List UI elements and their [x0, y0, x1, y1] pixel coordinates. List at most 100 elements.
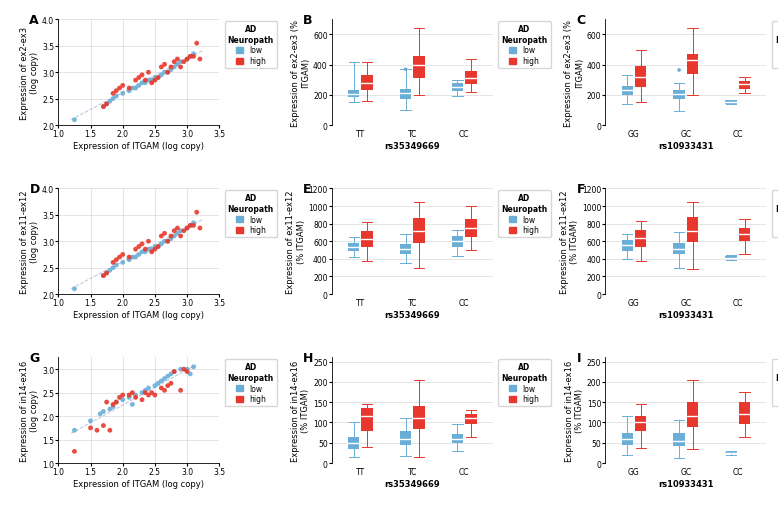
Point: [184, 222, 197, 230]
Point: [84, 424, 96, 432]
Bar: [635, 231, 647, 247]
Point: [177, 227, 190, 235]
Point: [97, 103, 110, 111]
Point: [149, 391, 161, 400]
Point: [123, 253, 135, 262]
Point: [97, 421, 110, 430]
Point: [177, 59, 190, 67]
Point: [162, 238, 174, 246]
Point: [162, 238, 174, 246]
Point: [158, 69, 170, 77]
Point: [114, 393, 126, 402]
Point: [155, 384, 167, 392]
Bar: [362, 231, 373, 248]
Point: [155, 377, 167, 385]
Point: [177, 365, 190, 374]
Y-axis label: Expression of in14-ex16
(log copy): Expression of in14-ex16 (log copy): [20, 360, 39, 461]
Legend: low, high: low, high: [225, 22, 277, 69]
Point: [194, 224, 206, 233]
Point: [155, 233, 167, 241]
Point: [139, 389, 152, 397]
Point: [107, 259, 119, 267]
Point: [129, 85, 142, 93]
Bar: [687, 402, 699, 427]
Point: [168, 59, 180, 67]
X-axis label: rs10933431: rs10933431: [658, 479, 713, 488]
Point: [174, 233, 187, 241]
Point: [187, 222, 200, 230]
Legend: low, high: low, high: [225, 359, 277, 407]
Point: [191, 40, 203, 48]
Point: [165, 235, 177, 243]
Point: [97, 272, 110, 280]
Point: [107, 401, 119, 409]
X-axis label: Expression of ITGAM (log copy): Expression of ITGAM (log copy): [73, 310, 205, 319]
Bar: [674, 243, 685, 255]
Bar: [413, 57, 425, 79]
Bar: [413, 219, 425, 243]
Point: [180, 56, 193, 64]
Point: [180, 56, 193, 64]
Point: [184, 53, 197, 62]
Bar: [465, 72, 477, 85]
Point: [145, 246, 158, 254]
Point: [162, 382, 174, 390]
Point: [100, 269, 113, 277]
Bar: [400, 90, 412, 99]
Point: [94, 410, 107, 418]
Point: [126, 85, 138, 93]
Bar: [413, 406, 425, 429]
Point: [191, 209, 203, 217]
Point: [129, 246, 142, 254]
X-axis label: rs35349669: rs35349669: [384, 479, 440, 488]
Point: [171, 56, 184, 64]
Point: [126, 401, 138, 409]
Point: [187, 219, 200, 228]
Bar: [348, 437, 359, 449]
Point: [145, 79, 158, 88]
Bar: [687, 55, 699, 75]
Point: [174, 386, 187, 394]
Point: [91, 427, 103, 435]
Point: [110, 256, 122, 264]
Bar: [452, 237, 463, 248]
Point: [114, 253, 126, 262]
Bar: [725, 101, 737, 105]
X-axis label: rs10933431: rs10933431: [658, 310, 713, 319]
Bar: [635, 67, 647, 88]
Bar: [725, 256, 737, 260]
Point: [165, 66, 177, 74]
Point: [142, 391, 155, 400]
Bar: [622, 87, 633, 96]
Y-axis label: Expression of ex2-ex3
(log copy): Expression of ex2-ex3 (log copy): [20, 26, 39, 120]
Point: [136, 389, 149, 397]
X-axis label: rs35349669: rs35349669: [384, 310, 440, 319]
Point: [139, 77, 152, 85]
Point: [129, 253, 142, 262]
Legend: low, high: low, high: [225, 191, 277, 238]
Point: [180, 224, 193, 233]
Bar: [465, 220, 477, 237]
Point: [149, 382, 161, 390]
Point: [136, 396, 149, 404]
Point: [139, 246, 152, 254]
Point: [171, 230, 184, 238]
Point: [114, 85, 126, 93]
Point: [673, 67, 685, 75]
Legend: low, high: low, high: [498, 191, 551, 238]
Point: [155, 240, 167, 248]
Point: [129, 391, 142, 400]
Bar: [400, 431, 412, 445]
X-axis label: rs10933431: rs10933431: [658, 142, 713, 151]
Point: [68, 117, 81, 125]
Point: [107, 403, 119, 411]
Point: [152, 243, 164, 251]
Bar: [739, 402, 750, 425]
Text: B: B: [303, 14, 313, 27]
Point: [158, 375, 170, 383]
Point: [171, 61, 184, 69]
Point: [187, 363, 200, 371]
Bar: [725, 452, 737, 454]
Point: [174, 365, 187, 374]
Point: [136, 248, 149, 257]
